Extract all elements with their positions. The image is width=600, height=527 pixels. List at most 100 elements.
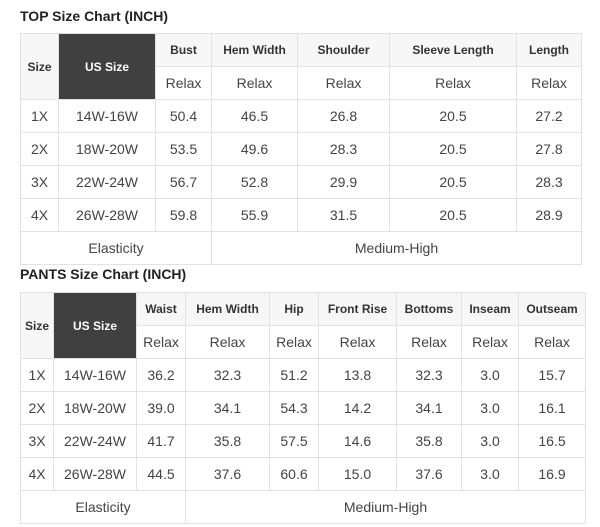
relax-subheader: Relax [318, 325, 397, 359]
table-cell: 4X [20, 198, 59, 232]
column-header: Front Rise [318, 292, 397, 326]
relax-subheader: Relax [297, 66, 390, 100]
header-size: Size [20, 292, 54, 359]
table-cell: 57.5 [269, 424, 319, 458]
table-cell: 3.0 [461, 391, 519, 425]
table-cell: 26.8 [297, 99, 390, 133]
table-cell: 32.3 [185, 358, 270, 392]
elasticity-label: Elasticity [20, 490, 186, 524]
table-cell: 53.5 [155, 132, 212, 166]
table-cell: 1X [20, 99, 59, 133]
table-cell: 41.7 [136, 424, 186, 458]
relax-subheader: Relax [516, 66, 582, 100]
table-cell: 14.2 [318, 391, 397, 425]
column-header: Hem Width [185, 292, 270, 326]
table-cell: 50.4 [155, 99, 212, 133]
table-cell: 34.1 [185, 391, 270, 425]
table-row: 1X 14W-16W 36.2 32.3 51.2 13.8 32.3 3.0 15.7 [20, 358, 586, 392]
header-size: Size [20, 33, 59, 100]
table-row: 1X 14W-16W 50.4 46.5 26.8 20.5 27.2 [20, 99, 582, 133]
table-cell: 3X [20, 424, 54, 458]
table-cell: 44.5 [136, 457, 186, 491]
table-cell: 36.2 [136, 358, 186, 392]
elasticity-value: Medium-High [185, 490, 586, 524]
table-cell: 49.6 [211, 132, 298, 166]
column-header: Bust [155, 33, 212, 67]
table-cell: 14.6 [318, 424, 397, 458]
table-cell: 55.9 [211, 198, 298, 232]
table-row: 4X 26W-28W 44.5 37.6 60.6 15.0 37.6 3.0 16.9 [20, 457, 586, 491]
column-header: Sleeve Length [389, 33, 517, 67]
table-cell: 26W-28W [58, 198, 156, 232]
column-header: Hem Width [211, 33, 298, 67]
table-cell: 3.0 [461, 358, 519, 392]
top-size-table: Size US Size Bust Hem Width Shoulder Sleeve L… [20, 33, 582, 265]
column-header: Hip [269, 292, 319, 326]
table-cell: 46.5 [211, 99, 298, 133]
table-cell: 3.0 [461, 424, 519, 458]
table-row: 3X 22W-24W 41.7 35.8 57.5 14.6 35.8 3.0 16.5 [20, 424, 586, 458]
header-us-size: US Size [53, 292, 137, 359]
table-cell: 16.5 [518, 424, 586, 458]
table-cell: 3X [20, 165, 59, 199]
relax-subheader: Relax [389, 66, 517, 100]
table-cell: 59.8 [155, 198, 212, 232]
table-cell: 16.9 [518, 457, 586, 491]
pants-size-table: Size US Size Waist Hem Width Hip Front Rise Bo… [20, 292, 586, 524]
table-cell: 20.5 [389, 132, 517, 166]
table-cell: 39.0 [136, 391, 186, 425]
table-cell: 20.5 [389, 165, 517, 199]
pants-chart-title: PANTS Size Chart (INCH) [20, 266, 187, 282]
table-cell: 37.6 [396, 457, 462, 491]
column-header: Length [516, 33, 582, 67]
table-row: 4X 26W-28W 59.8 55.9 31.5 20.5 28.9 [20, 198, 582, 232]
column-header: Inseam [461, 292, 519, 326]
table-cell: 32.3 [396, 358, 462, 392]
table-cell: 28.3 [297, 132, 390, 166]
column-header: Shoulder [297, 33, 390, 67]
elasticity-value: Medium-High [211, 231, 582, 265]
table-cell: 14W-16W [58, 99, 156, 133]
relax-subheader: Relax [136, 325, 186, 359]
table-cell: 3.0 [461, 457, 519, 491]
top-chart-title: TOP Size Chart (INCH) [20, 8, 169, 24]
column-header: Waist [136, 292, 186, 326]
table-cell: 20.5 [389, 99, 517, 133]
table-cell: 15.7 [518, 358, 586, 392]
table-cell: 35.8 [396, 424, 462, 458]
relax-subheader: Relax [396, 325, 462, 359]
table-cell: 1X [20, 358, 54, 392]
table-row: 2X 18W-20W 39.0 34.1 54.3 14.2 34.1 3.0 16.1 [20, 391, 586, 425]
table-cell: 28.9 [516, 198, 582, 232]
table-cell: 22W-24W [53, 424, 137, 458]
table-cell: 27.8 [516, 132, 582, 166]
table-cell: 35.8 [185, 424, 270, 458]
table-cell: 34.1 [396, 391, 462, 425]
table-cell: 37.6 [185, 457, 270, 491]
table-cell: 13.8 [318, 358, 397, 392]
table-cell: 31.5 [297, 198, 390, 232]
table-cell: 14W-16W [53, 358, 137, 392]
table-cell: 51.2 [269, 358, 319, 392]
relax-subheader: Relax [211, 66, 298, 100]
table-row: 3X 22W-24W 56.7 52.8 29.9 20.5 28.3 [20, 165, 582, 199]
table-cell: 27.2 [516, 99, 582, 133]
relax-subheader: Relax [461, 325, 519, 359]
table-row: 2X 18W-20W 53.5 49.6 28.3 20.5 27.8 [20, 132, 582, 166]
table-cell: 15.0 [318, 457, 397, 491]
table-cell: 18W-20W [53, 391, 137, 425]
table-cell: 29.9 [297, 165, 390, 199]
elasticity-label: Elasticity [20, 231, 212, 265]
relax-subheader: Relax [155, 66, 212, 100]
table-cell: 4X [20, 457, 54, 491]
table-cell: 28.3 [516, 165, 582, 199]
table-cell: 54.3 [269, 391, 319, 425]
column-header: Bottoms [396, 292, 462, 326]
relax-subheader: Relax [518, 325, 586, 359]
header-us-size: US Size [58, 33, 156, 100]
table-cell: 22W-24W [58, 165, 156, 199]
table-cell: 60.6 [269, 457, 319, 491]
table-cell: 16.1 [518, 391, 586, 425]
table-cell: 2X [20, 391, 54, 425]
column-header: Outseam [518, 292, 586, 326]
